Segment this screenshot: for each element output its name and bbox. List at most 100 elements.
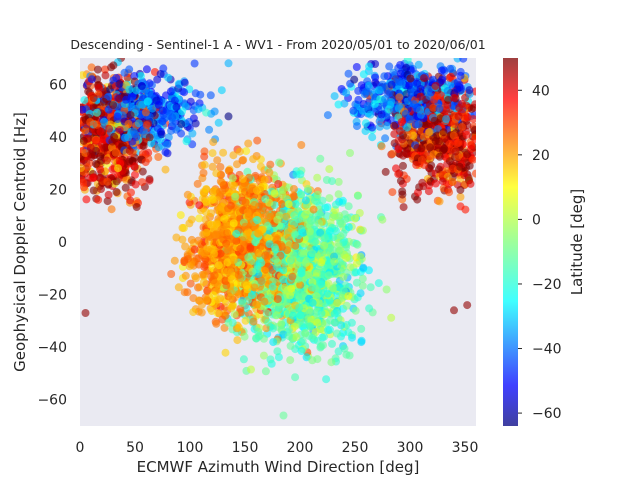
scatter-point <box>136 72 145 80</box>
scatter-point <box>342 254 351 262</box>
colorbar-tick-label: −40 <box>532 342 562 358</box>
scatter-point <box>458 123 466 131</box>
scatter-point <box>469 155 476 164</box>
scatter-point <box>230 181 238 190</box>
scatter-point <box>351 214 359 223</box>
scatter-point <box>301 210 310 219</box>
scatter-point <box>418 178 427 187</box>
scatter-point <box>221 311 230 320</box>
scatter-point <box>273 347 282 356</box>
scatter-point <box>233 336 242 345</box>
scatter-point <box>125 147 134 155</box>
scatter-point <box>305 308 314 317</box>
scatter-point <box>269 338 278 347</box>
scatter-point <box>271 255 280 264</box>
scatter-point <box>256 162 265 171</box>
scatter-point <box>225 167 234 175</box>
scatter-point <box>377 142 386 151</box>
scatter-point <box>112 188 121 196</box>
scatter-point <box>168 118 177 127</box>
scatter-point <box>224 318 233 327</box>
scatter-point <box>325 194 334 203</box>
scatter-point <box>324 271 333 280</box>
scatter-point <box>125 85 134 94</box>
scatter-point <box>333 329 341 338</box>
scatter-point <box>105 124 114 133</box>
scatter-point <box>331 200 340 209</box>
scatter-point <box>305 321 314 330</box>
scatter-point <box>371 60 380 68</box>
scatter-point <box>154 143 163 152</box>
scatter-point <box>138 149 147 158</box>
scatter-point <box>430 116 439 125</box>
scatter-point <box>339 286 348 295</box>
scatter-point <box>228 174 237 183</box>
scatter-point <box>308 299 317 307</box>
scatter-point <box>465 86 474 95</box>
scatter-point <box>277 319 286 328</box>
scatter-point <box>187 260 196 269</box>
scatter-point <box>412 161 421 169</box>
scatter-point <box>403 58 412 64</box>
scatter-point <box>288 272 297 281</box>
scatter-point <box>425 85 434 94</box>
scatter-point <box>124 119 133 128</box>
scatter-point <box>296 281 305 290</box>
x-axis-label: ECMWF Azimuth Wind Direction [deg] <box>137 458 420 476</box>
scatter-point <box>234 270 243 279</box>
scatter-point <box>249 155 258 164</box>
scatter-point <box>337 261 346 270</box>
scatter-point <box>202 208 210 217</box>
scatter-point <box>244 253 253 262</box>
scatter-point <box>81 309 90 317</box>
scatter-point <box>176 211 185 220</box>
scatter-point <box>194 254 203 263</box>
scatter-point <box>364 266 373 275</box>
scatter-point <box>398 190 407 199</box>
scatter-point <box>416 85 425 93</box>
scatter-point <box>130 162 139 171</box>
scatter-point <box>223 258 232 267</box>
scatter-point <box>456 185 465 194</box>
scatter-point <box>234 323 243 332</box>
scatter-point <box>132 104 141 113</box>
scatter-point <box>337 219 346 228</box>
scatter-point <box>288 311 297 320</box>
scatter-point <box>382 285 391 294</box>
scatter-point <box>467 145 476 153</box>
scatter-point <box>260 175 269 184</box>
scatter-point <box>462 101 471 110</box>
scatter-point <box>216 163 225 171</box>
x-tick-label: 200 <box>287 440 314 456</box>
scatter-point <box>401 109 410 118</box>
scatter-point <box>141 158 150 167</box>
scatter-point <box>138 178 147 187</box>
x-axis-ticks: 0 50 100 150 200 250 300 350 <box>76 440 479 456</box>
scatter-point <box>185 117 194 126</box>
scatter-point <box>202 228 211 237</box>
scatter-point <box>380 72 389 81</box>
scatter-point <box>182 137 191 146</box>
scatter-point <box>196 90 205 99</box>
scatter-point <box>137 82 146 90</box>
x-tick-label: 0 <box>76 440 85 456</box>
scatter-point <box>342 301 351 310</box>
scatter-point <box>449 131 458 140</box>
scatter-point <box>417 156 426 164</box>
scatter-point <box>277 241 286 249</box>
scatter-point <box>97 185 105 193</box>
scatter-point <box>333 298 342 307</box>
scatter-point <box>178 107 186 116</box>
scatter-point <box>443 86 452 95</box>
scatter-point <box>128 92 137 101</box>
scatter-point <box>344 292 353 301</box>
scatter-point <box>166 87 175 96</box>
scatter-point <box>339 229 348 238</box>
scatter-point <box>357 324 366 333</box>
x-tick-label: 150 <box>232 440 259 456</box>
scatter-point <box>224 112 233 121</box>
scatter-point <box>462 130 471 139</box>
scatter-point <box>240 183 248 192</box>
scatter-point <box>224 59 233 68</box>
